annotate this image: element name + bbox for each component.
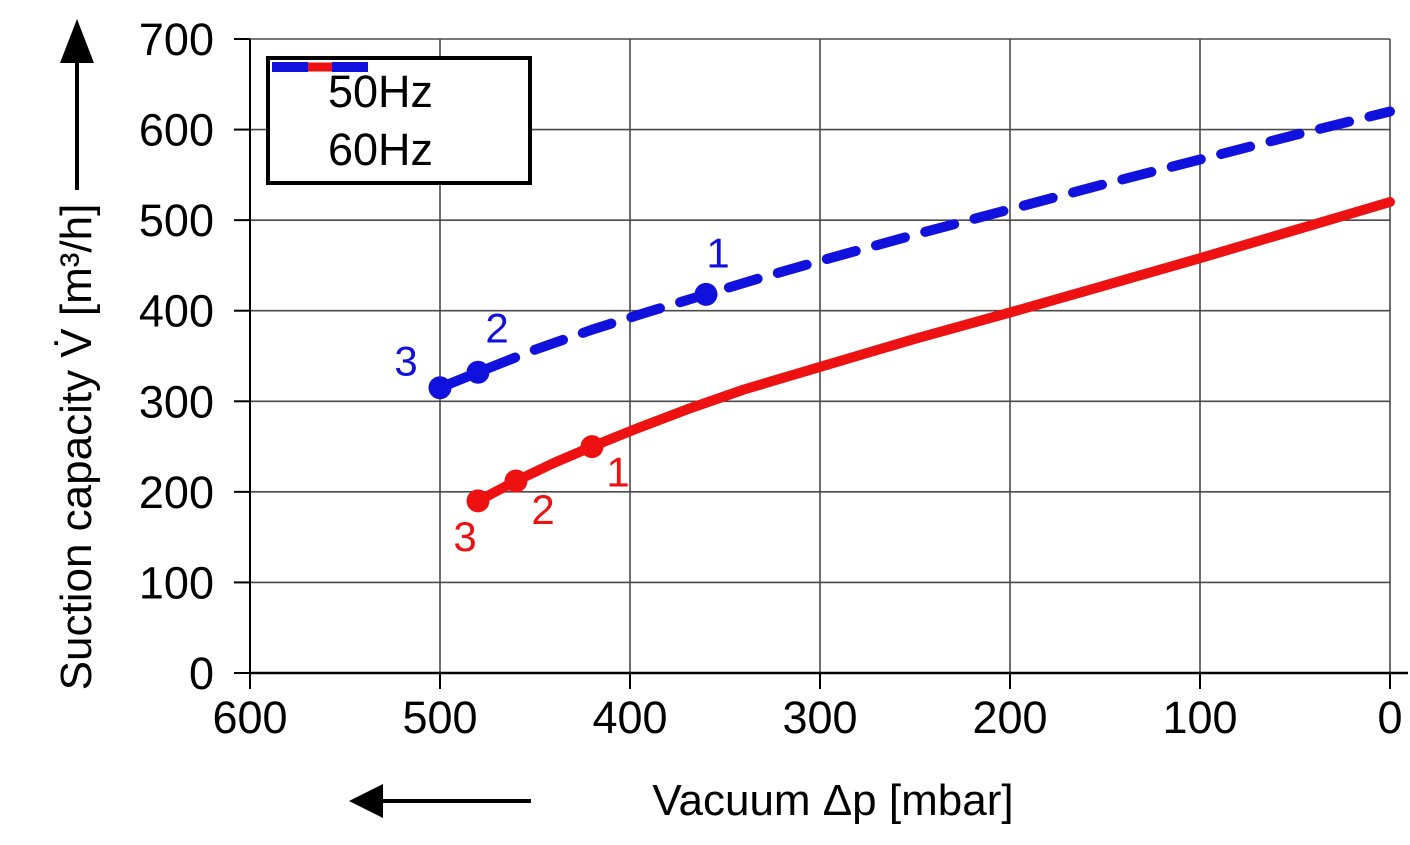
x-tick-label: 200	[972, 692, 1047, 743]
y-tick-label: 500	[139, 195, 214, 246]
legend: 50Hz 60Hz	[266, 56, 532, 185]
marker-layer: 1 2 3 1 2 3	[394, 229, 729, 560]
y-tick-label: 300	[139, 376, 214, 427]
legend-label-50hz: 50Hz	[328, 65, 434, 117]
x-tick-label: 400	[592, 692, 667, 743]
point-marker-50hz	[504, 469, 528, 493]
point-label-50hz: 2	[531, 486, 554, 533]
x-tick-label: 300	[782, 692, 857, 743]
point-label-60hz: 1	[706, 229, 729, 276]
x-tick-label: 100	[1162, 692, 1237, 743]
legend-item-50hz: 50Hz	[270, 62, 528, 117]
curve-60hz	[435, 106, 1395, 393]
x-tick-label: 600	[212, 692, 287, 743]
point-marker-60hz	[428, 376, 452, 400]
legend-label-60hz: 60Hz	[328, 124, 434, 176]
x-tick-label: 500	[402, 692, 477, 743]
y-tick-label: 100	[139, 557, 214, 608]
y-axis-title: Suction capacity V̇ [m³/h]	[52, 203, 101, 691]
point-marker-50hz	[466, 489, 490, 513]
x-tick-label: 0	[1377, 692, 1402, 743]
legend-item-60hz: 60Hz	[270, 62, 528, 176]
y-tick-label: 200	[139, 467, 214, 518]
legend-line-dashed-icon	[272, 62, 368, 72]
point-marker-50hz	[580, 435, 604, 459]
curve-50hz	[473, 197, 1395, 506]
y-axis-arrow-icon	[60, 19, 94, 190]
point-label-50hz: 1	[606, 449, 629, 496]
x-axis-arrow-icon	[349, 784, 531, 818]
y-tick-label: 0	[189, 648, 214, 699]
x-axis-title: Vacuum Δp [mbar]	[652, 776, 1014, 825]
point-label-60hz: 2	[485, 304, 508, 351]
point-marker-60hz	[694, 282, 718, 306]
y-tick-label: 700	[139, 14, 214, 65]
y-tick-label: 600	[139, 105, 214, 156]
point-label-60hz: 3	[394, 338, 417, 385]
curve-layer	[435, 106, 1395, 506]
point-marker-60hz	[466, 360, 490, 384]
y-tick-label: 400	[139, 286, 214, 337]
point-label-50hz: 3	[453, 513, 476, 560]
